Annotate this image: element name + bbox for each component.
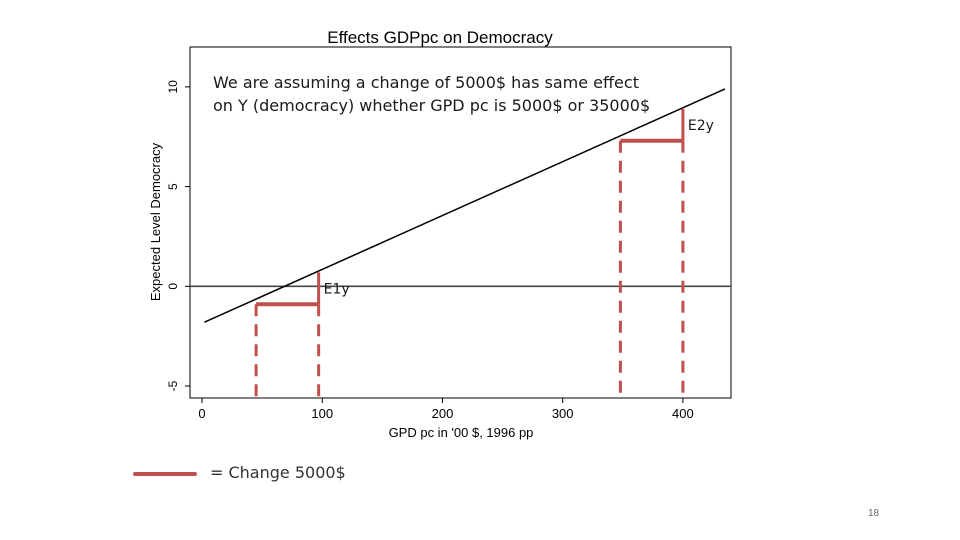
annotation-line-2: on Y (democracy) whether GPD pc is 5000$…	[213, 96, 650, 115]
legend-label: = Change 5000$	[210, 463, 346, 482]
plot-frame	[189, 46, 732, 399]
change-marker-2-label: E2y	[688, 118, 714, 134]
change-markers: E1y E2y	[254, 108, 714, 400]
x-tick-label: 100	[311, 406, 333, 421]
regression-line	[204, 88, 726, 323]
y-tick-label: -5	[166, 380, 180, 391]
x-tick-label: 0	[198, 406, 205, 421]
y-tick-label: 10	[166, 80, 180, 94]
chart-title: Effects GDPpc on Democracy	[327, 28, 553, 47]
y-tick-label: 5	[166, 183, 180, 190]
page-number: 18	[868, 508, 880, 519]
x-tick-label: 400	[672, 406, 694, 421]
x-axis-ticks: 0 100 200 300 400	[198, 398, 694, 421]
change-marker-1-label: E1y	[324, 281, 350, 297]
y-axis-ticks: -5 0 5 10	[166, 80, 190, 391]
x-tick-label: 200	[432, 406, 454, 421]
x-tick-label: 300	[552, 406, 574, 421]
annotation-line-1: We are assuming a change of 5000$ has sa…	[213, 73, 639, 92]
y-axis-label: Expected Level Democracy	[148, 142, 163, 301]
x-axis-label: GPD pc in '00 $, 1996 pp	[389, 425, 534, 440]
y-tick-label: 0	[166, 283, 180, 290]
